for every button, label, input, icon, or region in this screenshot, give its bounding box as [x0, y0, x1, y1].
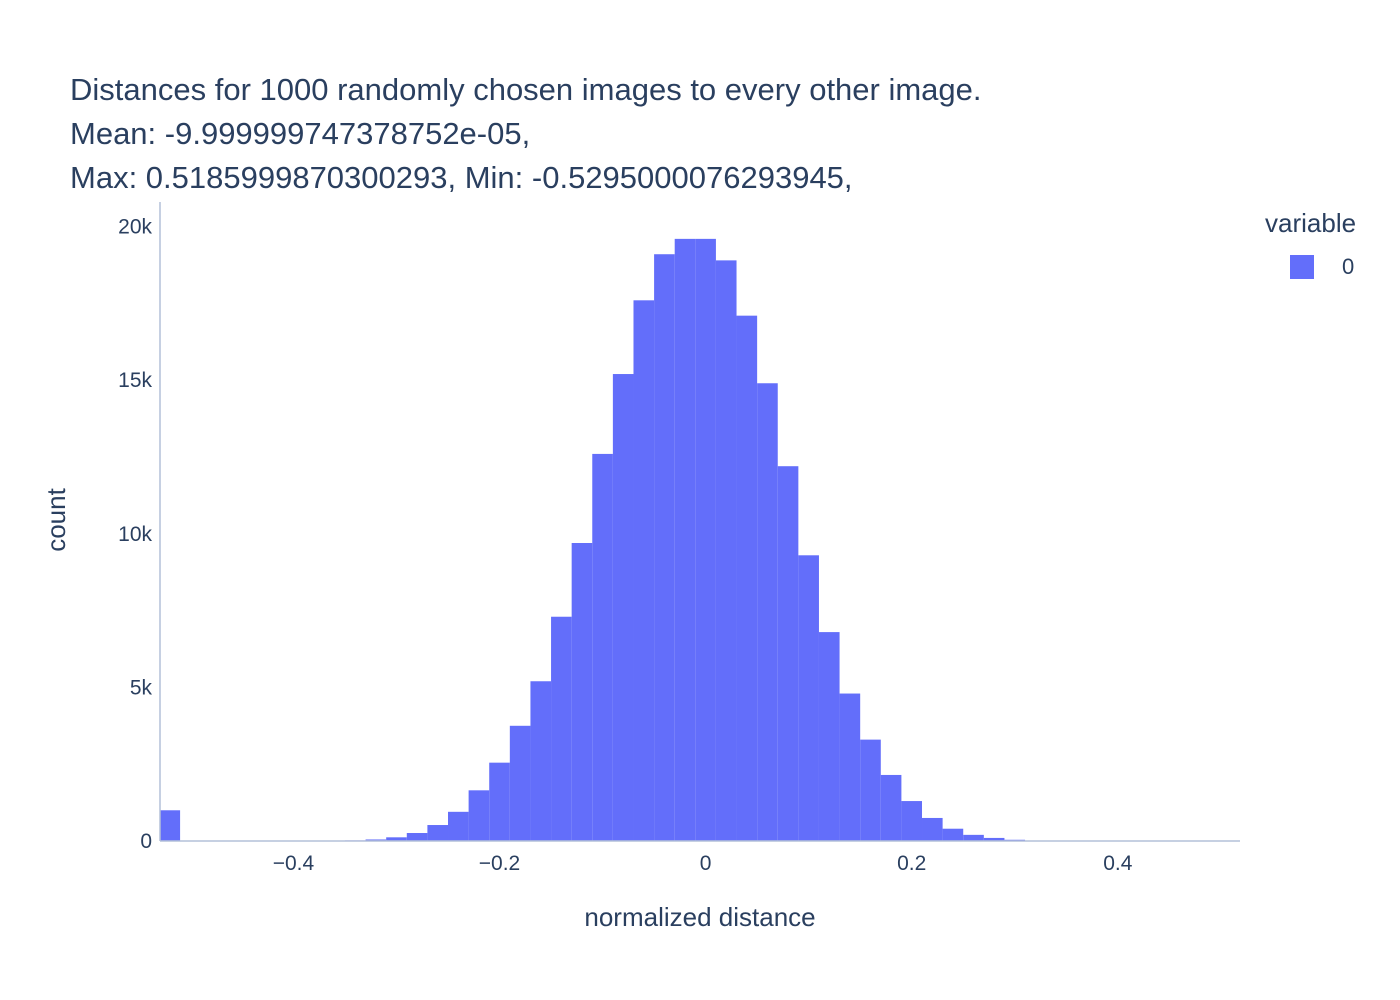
y-tick-label: 10k: [118, 523, 152, 546]
histogram-bar: [448, 811, 469, 841]
x-axis-title: normalized distance: [584, 902, 815, 932]
histogram-bar: [509, 725, 531, 841]
histogram-bar: [777, 466, 799, 841]
y-axis-title: count: [41, 487, 71, 551]
histogram-bar: [365, 839, 387, 841]
histogram-bar: [736, 315, 758, 841]
histogram-bar: [963, 834, 984, 841]
histogram-bar: [798, 555, 819, 841]
legend-swatch: [1290, 255, 1314, 279]
histogram-bar: [406, 833, 428, 841]
histogram-bar: [983, 837, 1005, 841]
title-line-2: Mean: -9.999999747378752e-05,: [70, 116, 531, 151]
histogram-bar: [592, 453, 613, 841]
histogram-bar: [468, 790, 490, 841]
y-tick-label: 0: [140, 830, 152, 853]
y-tick-label: 20k: [118, 216, 152, 239]
x-tick-label: 0.4: [1103, 852, 1133, 875]
histogram-bar: [489, 762, 510, 841]
x-tick-label: −0.4: [273, 852, 315, 875]
title-line-3: Max: 0.5185999870300293, Min: -0.5295000…: [70, 160, 853, 195]
histogram-bar: [715, 260, 737, 841]
histogram-bar: [612, 374, 634, 841]
histogram-bar: [551, 616, 572, 841]
x-tick-label: 0.2: [897, 852, 926, 875]
x-tick-label: 0: [700, 852, 712, 875]
histogram-bar: [386, 837, 407, 841]
chart-title: Distances for 1000 randomly chosen image…: [70, 68, 982, 200]
x-tick-labels: −0.4 −0.2 0 0.2 0.4: [273, 852, 1133, 875]
histogram-bar: [571, 543, 593, 841]
histogram-bar: [901, 801, 923, 841]
histogram-bar: [922, 817, 943, 841]
histogram-bar: [839, 693, 861, 841]
histogram-bar: [860, 739, 881, 841]
histogram-bar: [427, 825, 449, 841]
y-tick-labels: 0 5k 10k 15k 20k: [118, 216, 152, 853]
legend[interactable]: variable 0: [1265, 208, 1357, 279]
histogram-bar: [818, 632, 840, 841]
histogram-bar: [530, 681, 552, 841]
x-tick-label: −0.2: [479, 852, 520, 875]
histogram-bar: [633, 300, 655, 841]
histogram-bar: [757, 383, 778, 841]
y-tick-label: 5k: [130, 676, 153, 699]
title-line-1: Distances for 1000 randomly chosen image…: [70, 72, 982, 107]
histogram-bar: [160, 810, 181, 841]
histogram-bar: [695, 238, 716, 842]
histogram-bar: [654, 254, 675, 842]
histogram-bar: [880, 774, 902, 841]
legend-item[interactable]: 0: [1290, 254, 1354, 280]
histogram-bars: [160, 238, 1046, 842]
legend-title: variable: [1265, 208, 1357, 238]
y-tick-label: 15k: [118, 369, 152, 392]
histogram-bar: [674, 238, 696, 842]
legend-label: 0: [1342, 254, 1355, 279]
histogram-bar: [942, 828, 964, 841]
